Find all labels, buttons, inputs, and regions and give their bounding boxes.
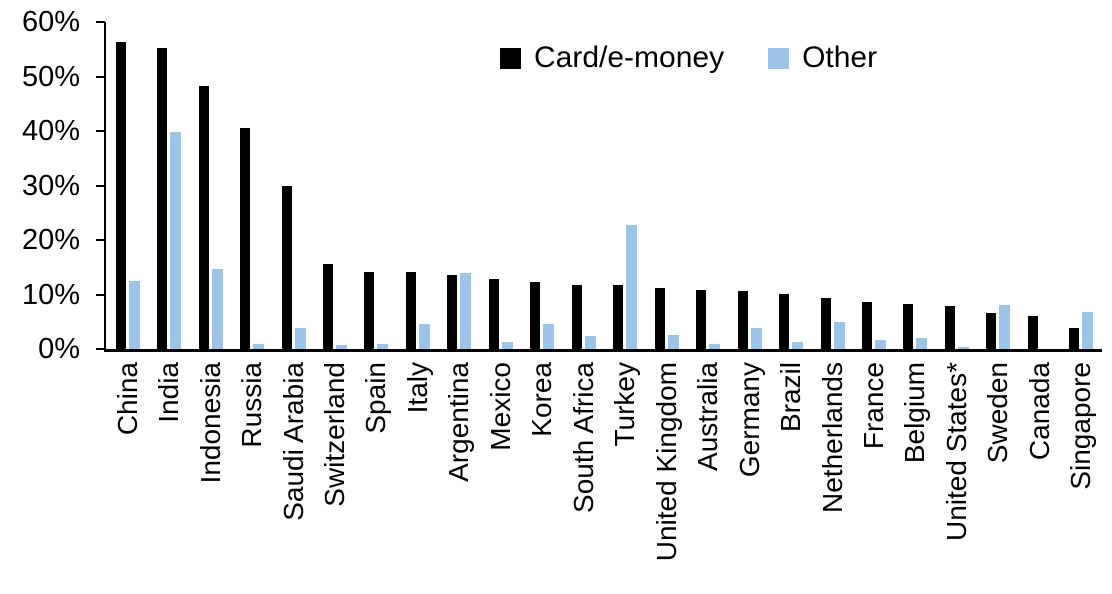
x-label-australia: Australia [692,362,723,471]
bar-card-indonesia [199,86,209,349]
bar-other-turkey [626,225,637,349]
y-tick-label: 40% [21,115,80,147]
x-label-canada: Canada [1024,362,1055,461]
x-label-switzerland: Switzerland [319,362,350,507]
bar-other-australia [709,344,720,349]
bar-other-saudi-arabia [295,328,306,349]
bar-other-indonesia [212,269,223,349]
y-tick-label: 10% [21,278,80,311]
x-label-china: China [112,362,143,436]
x-label-india: India [153,362,184,423]
bar-other-united-kingdom [668,335,679,349]
bar-card-united-kingdom [655,288,665,349]
bar-other-italy [419,324,430,349]
bar-card-singapore [1069,328,1079,349]
y-tick-label: 0% [38,333,80,365]
bar-other-sweden [999,305,1010,349]
x-label-sweden: Sweden [982,362,1013,464]
bar-card-korea [530,282,540,349]
x-label-spain: Spain [360,362,391,434]
x-label-russia: Russia [236,362,267,448]
legend-label-card-e-money: Card/e-money [534,41,725,74]
bar-other-brazil [792,342,803,349]
y-tick-label: 50% [21,60,80,93]
bar-other-switzerland [336,345,347,349]
bar-card-germany [738,291,748,349]
y-tick-label: 60% [21,6,80,38]
bar-other-russia [253,344,264,349]
bar-card-netherlands [821,298,831,349]
bar-card-india [157,48,167,349]
y-tick-mark [96,21,105,23]
y-tick-label: 20% [21,224,80,256]
bar-other-south-africa [585,336,596,349]
bar-card-spain [364,272,374,349]
y-tick-label: 30% [21,169,80,202]
x-axis [104,349,1102,352]
bar-other-china [129,281,140,349]
legend-item-other: Other [768,42,877,74]
bar-card-russia [240,128,250,349]
bar-card-saudi-arabia [282,186,292,349]
x-label-south-africa: South Africa [568,362,599,513]
bar-card-switzerland [323,264,333,349]
bar-card-sweden [986,313,996,349]
legend-label-other: Other [802,41,878,74]
bar-other-germany [751,328,762,349]
bar-card-italy [406,272,416,349]
bar-card-china [116,42,126,349]
bar-card-france [862,302,872,349]
x-label-belgium: Belgium [899,362,930,464]
bar-other-mexico [502,342,513,349]
x-label-indonesia: Indonesia [195,362,226,484]
y-tick-mark [96,130,105,132]
bar-other-spain [377,344,388,349]
x-label-netherlands: Netherlands [817,362,848,513]
x-label-turkey: Turkey [609,362,640,447]
bar-other-netherlands [834,322,845,349]
bar-card-south-africa [572,285,582,349]
bar-card-turkey [613,285,623,349]
bar-card-australia [696,290,706,349]
x-label-united-kingdom: United Kingdom [651,362,682,562]
y-tick-mark [96,293,105,296]
bar-other-argentina [460,273,471,349]
bar-card-canada [1028,316,1038,349]
y-tick-mark [96,184,105,187]
bar-card-belgium [903,304,913,349]
x-label-brazil: Brazil [775,362,806,433]
x-label-france: France [858,362,889,450]
bar-other-belgium [916,338,927,349]
y-tick-mark [96,348,105,350]
bar-other-korea [543,324,554,349]
x-label-italy: Italy [402,362,433,414]
legend-item-card-e-money: Card/e-money [500,42,724,74]
y-tick-mark [96,239,105,241]
y-tick-mark [96,75,105,78]
bar-card-mexico [489,279,499,349]
x-label-saudi-arabia: Saudi Arabia [278,362,309,521]
x-label-united-states-: United States* [941,362,972,541]
bar-card-brazil [779,294,789,349]
x-label-germany: Germany [734,362,765,478]
x-label-singapore: Singapore [1065,362,1096,490]
bar-card-argentina [447,275,457,349]
bar-other-singapore [1082,312,1093,349]
card-e-money-swatch [500,47,521,69]
legend: Card/e-money Other [500,42,877,74]
other-swatch [768,47,790,69]
x-label-korea: Korea [526,362,557,437]
bar-other-india [170,132,181,349]
x-label-mexico: Mexico [485,362,516,451]
bar-card-united-states- [945,306,955,349]
bar-other-france [875,340,886,349]
bar-other-united-states- [958,347,969,349]
x-label-argentina: Argentina [443,362,474,482]
y-axis [104,22,106,352]
